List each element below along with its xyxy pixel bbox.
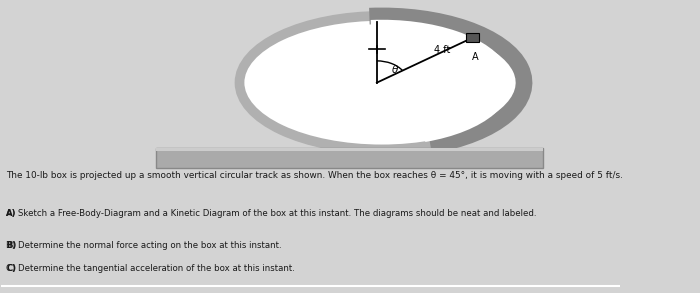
- Text: A) Sketch a Free-Body-Diagram and a Kinetic Diagram of the box at this instant. : A) Sketch a Free-Body-Diagram and a Kine…: [6, 209, 537, 218]
- Text: 4 ft: 4 ft: [435, 45, 451, 55]
- Bar: [156, 148, 542, 151]
- Text: B): B): [6, 241, 17, 250]
- Bar: [156, 148, 542, 168]
- Text: C) Determine the tangential acceleration of the box at this instant.: C) Determine the tangential acceleration…: [6, 264, 295, 273]
- Bar: [466, 33, 480, 42]
- Circle shape: [239, 16, 524, 149]
- Text: A): A): [6, 209, 17, 218]
- Text: C): C): [6, 264, 17, 273]
- Text: θ: θ: [392, 64, 399, 75]
- Text: B) Determine the normal force acting on the box at this instant.: B) Determine the normal force acting on …: [6, 241, 282, 250]
- Text: The 10-lb box is projected up a smooth vertical circular track as shown. When th: The 10-lb box is projected up a smooth v…: [6, 171, 623, 180]
- Text: A: A: [473, 52, 479, 62]
